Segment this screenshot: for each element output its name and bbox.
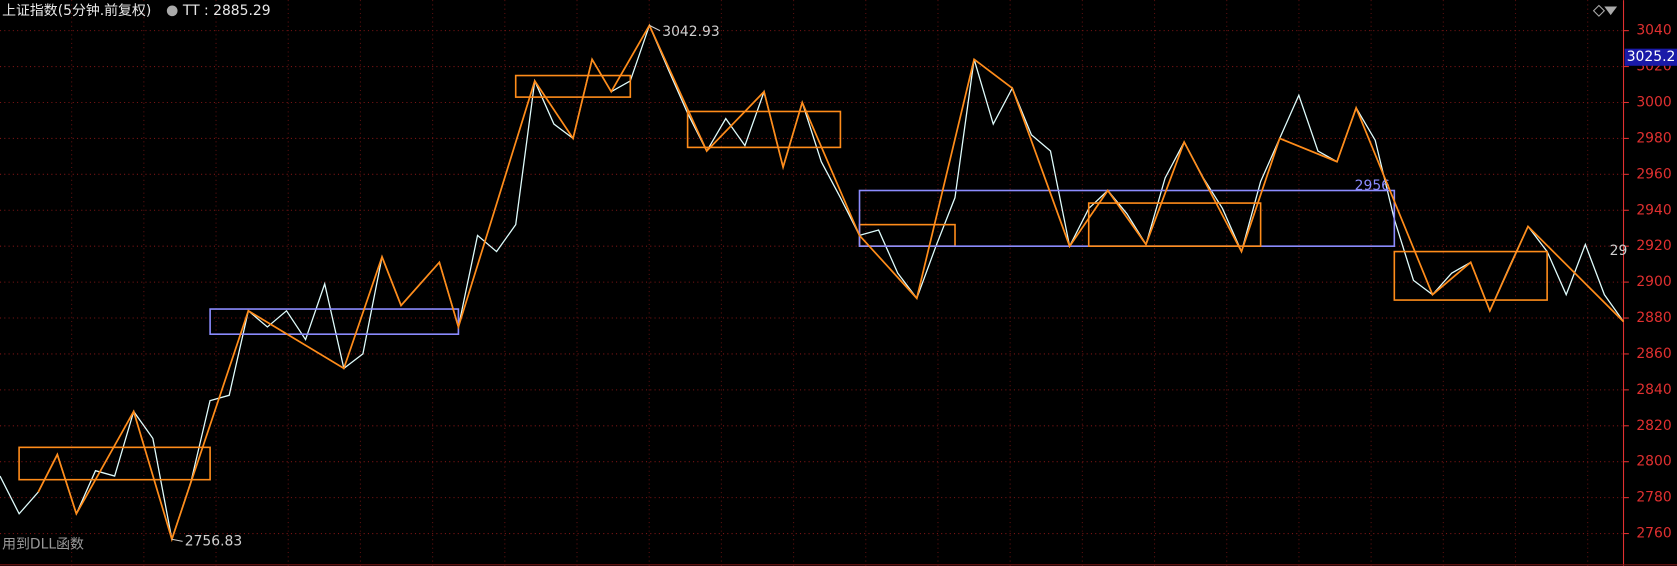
- current-price-label: 3025.2: [1627, 49, 1676, 65]
- zigzag-line: [37, 23, 1625, 543]
- y-tick-label: 2800: [1636, 454, 1671, 470]
- y-tick-label: 2960: [1636, 166, 1671, 182]
- footer-note: 用到DLL函数: [2, 536, 84, 552]
- icon[interactable]: [1592, 4, 1606, 17]
- y-tick-label: 2860: [1636, 346, 1671, 362]
- pivot-box: [1087, 202, 1262, 247]
- pivot-box: [686, 110, 842, 149]
- pivot-box: [1393, 250, 1548, 301]
- y-tick-label: 2980: [1636, 130, 1671, 146]
- y-tick-label: 2820: [1636, 418, 1671, 434]
- chart-title: 上证指数(5分钟.前复权): [2, 2, 151, 19]
- high-label: 3042.93: [662, 24, 719, 40]
- pivot-box: [514, 74, 632, 98]
- y-tick-label: 2940: [1636, 202, 1671, 218]
- pivot-box: [18, 446, 211, 481]
- y-tick-label: 2840: [1636, 382, 1671, 398]
- vertical-grid: [71, 0, 1589, 566]
- y-tick-label: 2760: [1636, 526, 1671, 542]
- y-tick-label: 2900: [1636, 274, 1671, 290]
- y-tick-label: 2880: [1636, 310, 1671, 326]
- high-pointer: [649, 24, 661, 32]
- clipped-label: 29: [1610, 243, 1628, 259]
- low-label: 2756.83: [185, 533, 242, 549]
- icon[interactable]: [1604, 6, 1618, 16]
- box-label: 2956: [1355, 178, 1390, 194]
- y-tick-label: 3040: [1636, 23, 1671, 39]
- indicator-icon: [166, 5, 178, 17]
- y-tick-label: 2920: [1636, 238, 1671, 254]
- indicator-text: TT : 2885.29: [182, 3, 271, 19]
- pivot-box: [209, 308, 460, 335]
- current-price-tag: [1624, 48, 1677, 66]
- low-pointer: [171, 538, 183, 542]
- y-tick-label: 2780: [1636, 490, 1671, 506]
- y-tick-label: 3000: [1636, 94, 1671, 110]
